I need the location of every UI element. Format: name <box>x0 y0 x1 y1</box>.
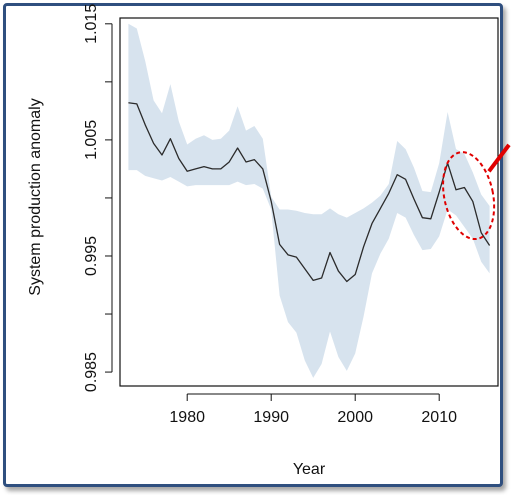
x-tick-label: 2010 <box>421 409 457 426</box>
annotation-layer <box>442 143 511 241</box>
x-axis-label: Year <box>293 461 326 478</box>
x-tick-label: 2000 <box>337 409 373 426</box>
y-tick-label: 0.995 <box>83 236 100 276</box>
y-tick-label: 0.985 <box>83 352 100 392</box>
y-tick-label: 1.005 <box>83 120 100 160</box>
y-tick-label: 1.015 <box>83 4 100 44</box>
y-axis-label: System production anomaly <box>27 98 44 295</box>
confidence-band <box>128 23 490 378</box>
highlight-ellipse <box>442 151 496 241</box>
axes-layer: 1980 1990 2000 2010 0.985 0.995 1.005 1.015 <box>83 4 457 426</box>
plot-area-border <box>119 17 499 387</box>
highlight-arrow <box>487 143 511 173</box>
anomaly-series-line <box>128 102 491 283</box>
confidence-band-layer <box>128 23 490 378</box>
x-tick-label: 1980 <box>169 409 205 426</box>
x-tick-label: 1990 <box>253 409 289 426</box>
anomaly-line-layer <box>128 102 491 283</box>
